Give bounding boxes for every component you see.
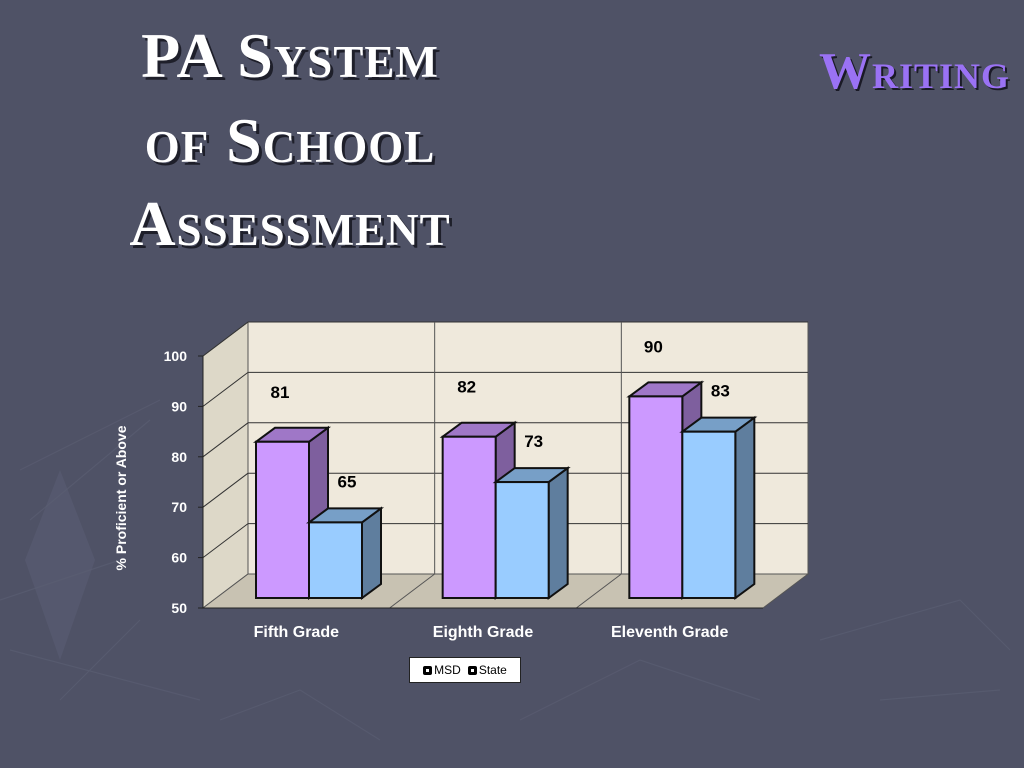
bar-front-face — [681, 430, 737, 599]
bar-side-face — [734, 415, 756, 600]
y-tick-label: 50 — [171, 600, 187, 616]
legend-swatch-msd — [423, 665, 433, 675]
x-tick-label: Eleventh Grade — [611, 624, 728, 641]
y-tick-label: 100 — [164, 348, 188, 364]
legend-item-msd: MSD — [423, 663, 461, 677]
bar-front-face — [628, 395, 684, 599]
legend-swatch-state — [467, 665, 477, 675]
data-label-state-1: 73 — [524, 432, 543, 451]
slide-title-line-3: Assessment — [129, 188, 451, 259]
floor-divider — [389, 573, 435, 609]
topic-label: Writing — [818, 43, 1010, 100]
x-tick-label: Fifth Grade — [254, 624, 339, 641]
legend-label-msd: MSD — [434, 663, 461, 677]
bar-state-1: 73 — [492, 432, 571, 600]
bar-front-face — [308, 521, 363, 600]
bar-state-2: 83 — [679, 382, 758, 600]
bar-state-0: 65 — [305, 472, 385, 600]
data-label-state-0: 65 — [338, 472, 357, 491]
legend-item-state: State — [467, 663, 507, 677]
gridline-side — [202, 422, 249, 458]
x-tick-label: Eighth Grade — [433, 624, 534, 641]
gridline-side — [202, 372, 249, 407]
gridline-side — [202, 472, 249, 508]
y-tick-label: 80 — [171, 449, 187, 465]
y-tick-label: 70 — [171, 499, 187, 515]
bar-side-face — [361, 506, 382, 600]
data-label-msd-0: 81 — [271, 383, 290, 402]
slide-title-line-2: of School — [144, 105, 436, 176]
y-axis-label: % Proficient or Above — [113, 425, 129, 570]
floor-divider — [576, 573, 622, 609]
chart-side-wall — [202, 320, 249, 610]
chart-legend: MSD State — [409, 657, 521, 683]
data-label-msd-2: 90 — [644, 337, 663, 356]
bar-front-face — [494, 481, 550, 599]
gridline-side — [202, 523, 249, 558]
bar-side-face — [547, 466, 569, 600]
slide-title-line-1: PA System — [141, 20, 439, 91]
y-tick-label: 90 — [171, 398, 187, 414]
y-tick-label: 60 — [171, 550, 187, 566]
data-label-state-2: 83 — [711, 382, 730, 401]
bar-front-face — [255, 440, 310, 600]
legend-label-state: State — [478, 663, 507, 677]
bar-front-face — [441, 435, 497, 599]
gridline-side — [202, 321, 249, 357]
data-label-msd-1: 82 — [457, 378, 476, 397]
